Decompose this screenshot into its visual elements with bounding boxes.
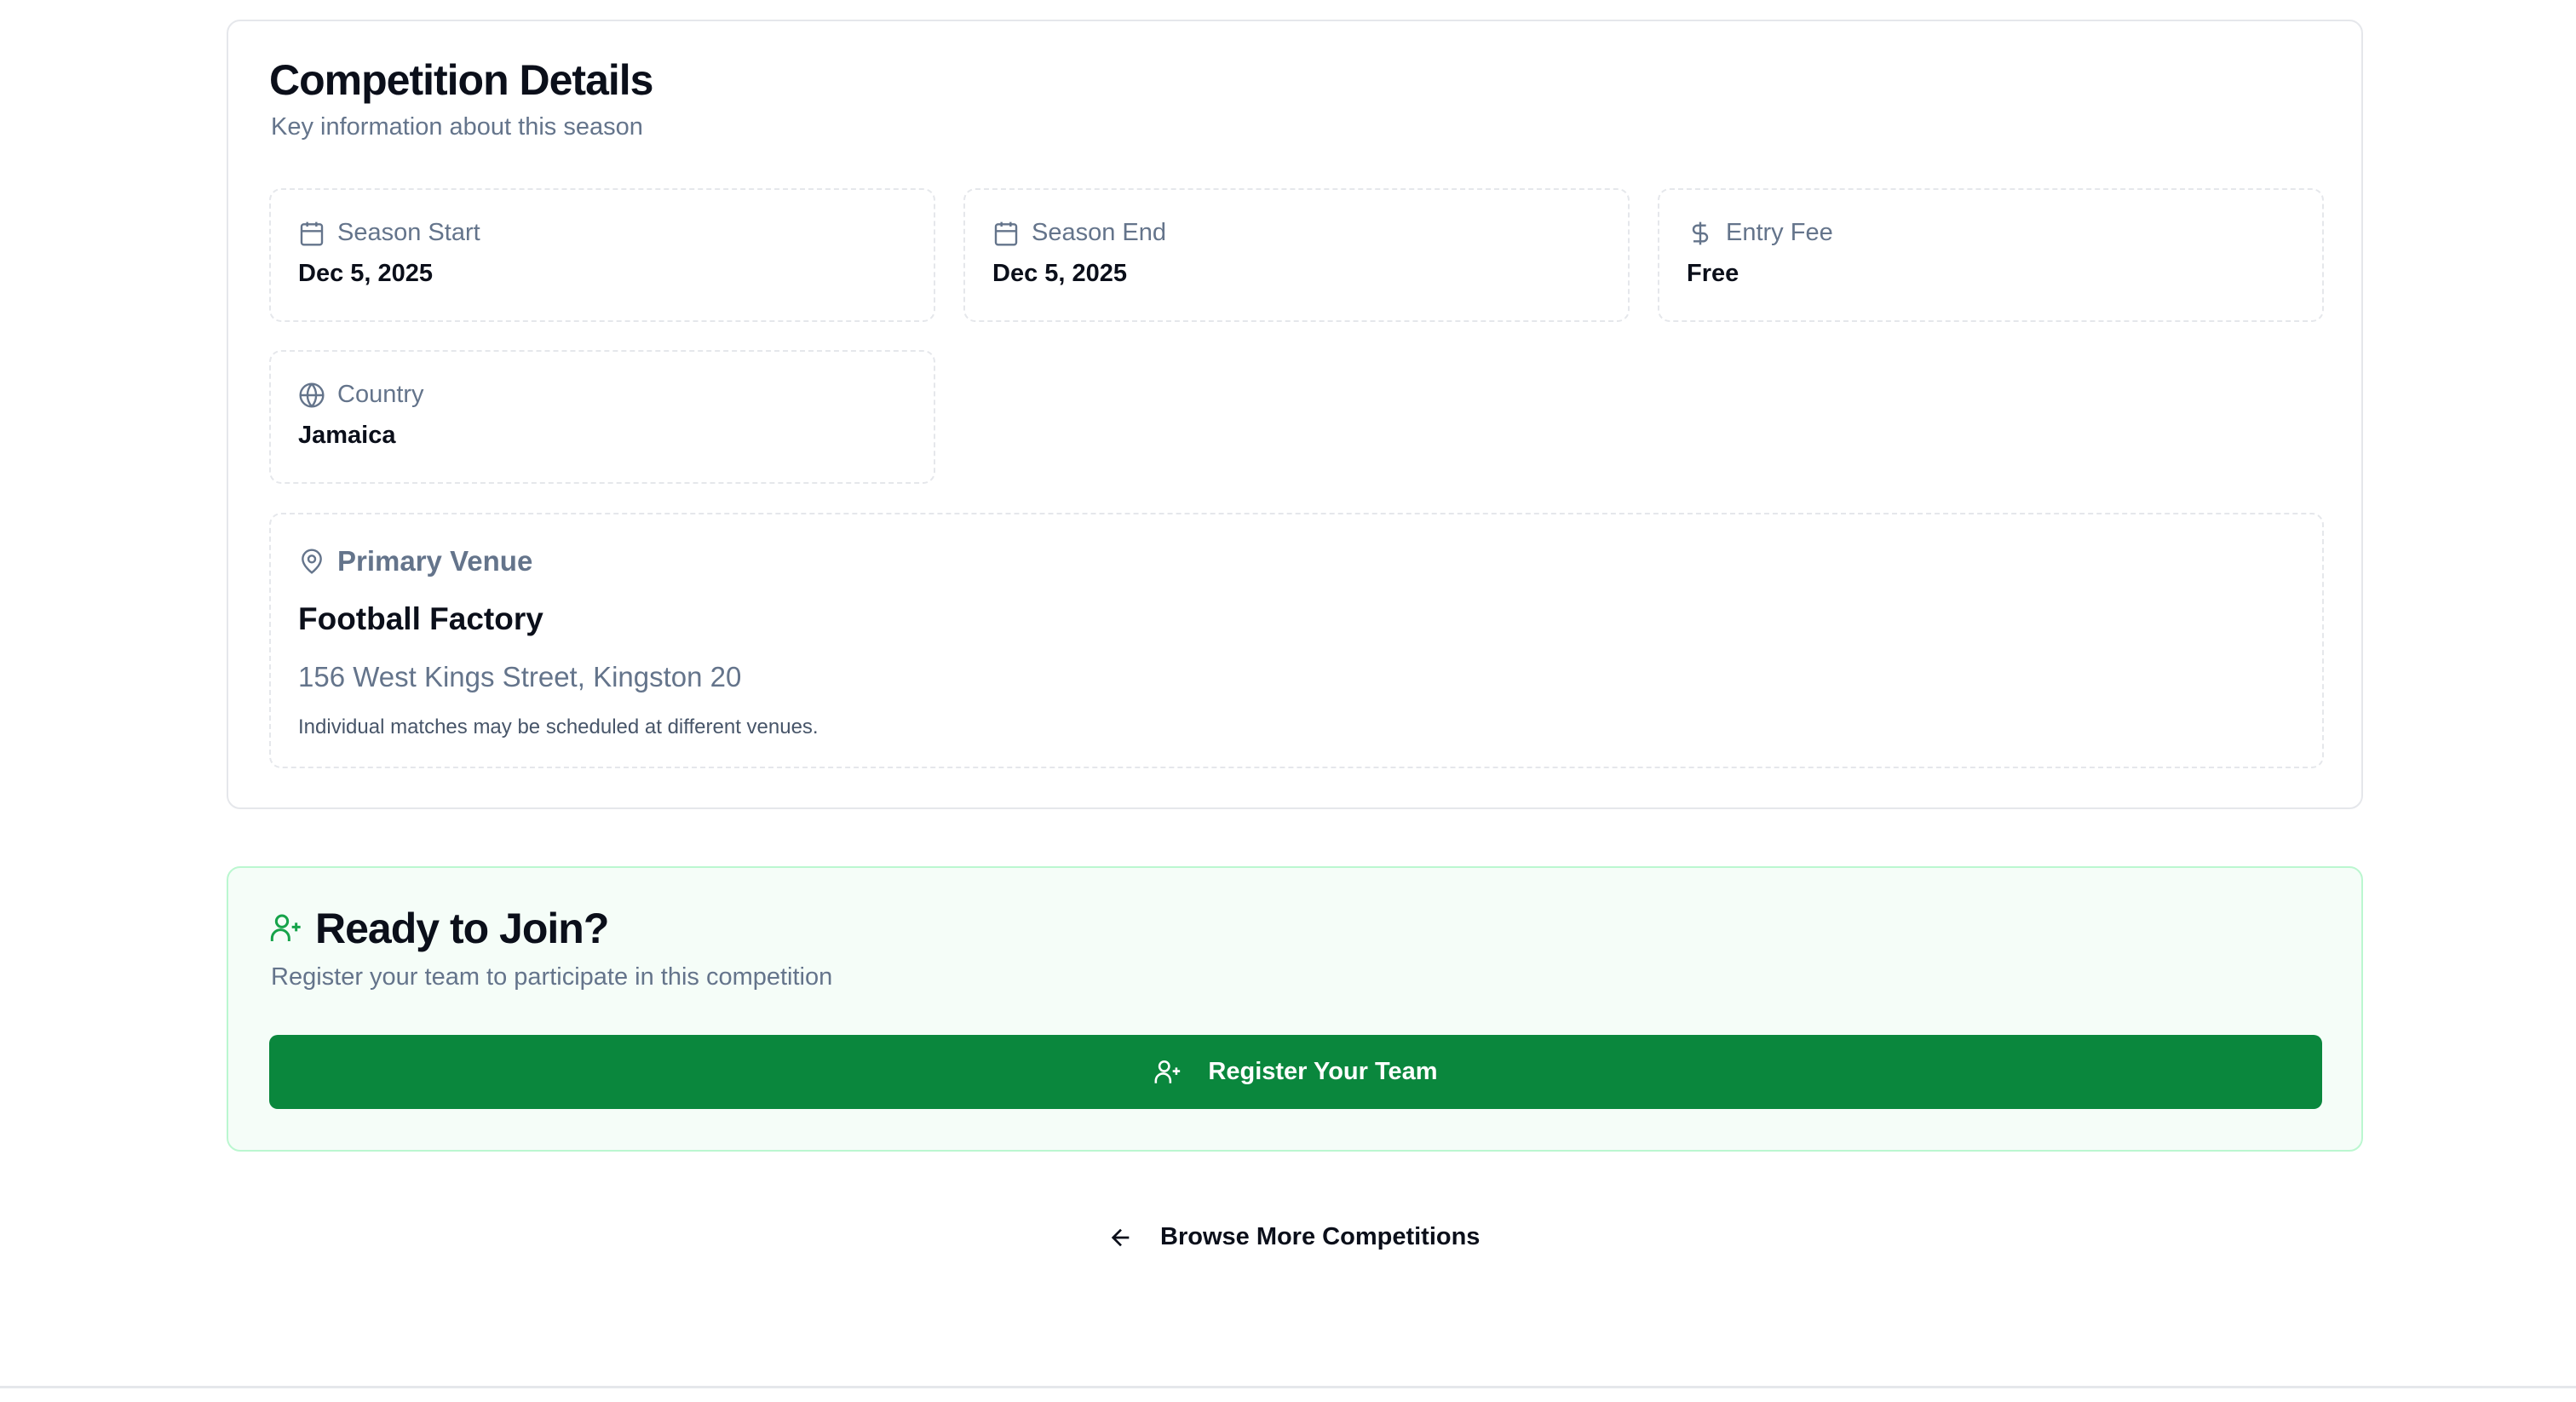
- venue-note: Individual matches may be scheduled at d…: [298, 715, 819, 738]
- calendar-icon: [994, 221, 1018, 246]
- globe-icon: [299, 382, 325, 408]
- page-title: Competition Details: [269, 56, 653, 104]
- arrow-left-icon: [1111, 1228, 1130, 1246]
- calendar-icon: [300, 221, 324, 246]
- entry-fee-value: Free: [1687, 260, 1739, 287]
- footer-divider: [0, 1386, 2576, 1388]
- ready-to-join-card: Ready to Join? Register your team to par…: [227, 866, 2363, 1152]
- season-end-value: Dec 5, 2025: [992, 260, 1128, 287]
- browse-more-competitions-link[interactable]: Browse More Competitions: [1107, 1223, 1480, 1251]
- section-subtitle: Key information about this season: [271, 113, 643, 141]
- season-start-box: Season Start Dec 5, 2025: [269, 188, 935, 322]
- season-start-value: Dec 5, 2025: [298, 260, 434, 287]
- entry-fee-box: Entry Fee Free: [1658, 188, 2324, 322]
- venue-label: Primary Venue: [337, 545, 533, 577]
- season-end-box: Season End Dec 5, 2025: [963, 188, 1630, 322]
- register-team-label: Register Your Team: [1208, 1058, 1438, 1085]
- primary-venue-box: Primary Venue Football Factory 156 West …: [269, 513, 2324, 768]
- country-label: Country: [337, 381, 424, 408]
- user-plus-icon: [1154, 1060, 1181, 1083]
- competition-details-card: Competition Details Key information abou…: [227, 20, 2363, 809]
- browse-more-label: Browse More Competitions: [1160, 1223, 1481, 1250]
- entry-fee-label: Entry Fee: [1726, 219, 1833, 246]
- register-team-button[interactable]: Register Your Team: [269, 1035, 2322, 1109]
- join-subtitle: Register your team to participate in thi…: [271, 963, 833, 991]
- user-plus-icon: [270, 914, 301, 941]
- country-value: Jamaica: [298, 422, 396, 449]
- season-end-label: Season End: [1032, 219, 1167, 246]
- country-box: Country Jamaica: [269, 350, 935, 484]
- map-pin-icon: [302, 549, 322, 574]
- venue-name: Football Factory: [298, 601, 543, 636]
- venue-address: 156 West Kings Street, Kingston 20: [298, 661, 742, 692]
- season-start-label: Season Start: [337, 219, 480, 246]
- dollar-icon: [1692, 221, 1709, 244]
- join-title: Ready to Join?: [315, 905, 609, 952]
